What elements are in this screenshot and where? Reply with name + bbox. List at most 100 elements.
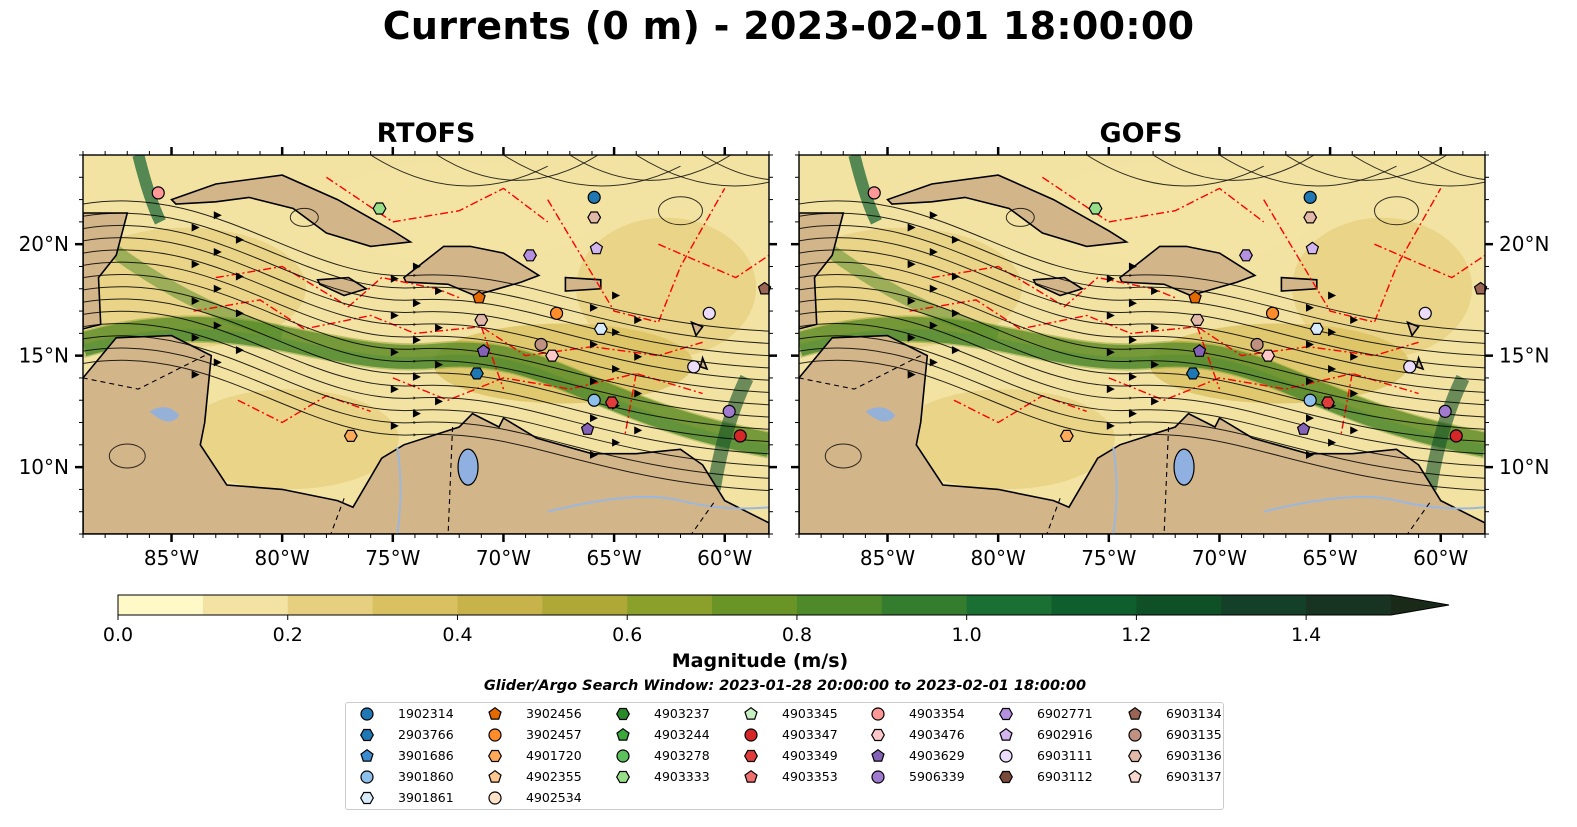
colorbar-tick-label: 1.2 bbox=[1121, 624, 1151, 646]
legend-marker bbox=[360, 728, 374, 742]
colorbar-bin bbox=[287, 595, 374, 615]
lon-tick-label: 85°W bbox=[860, 546, 915, 570]
legend-marker bbox=[871, 770, 885, 784]
colorbar-tick-label: 0.0 bbox=[103, 624, 133, 646]
land-hispaniola bbox=[402, 245, 541, 297]
legend-marker bbox=[488, 706, 502, 720]
legend-label: 4903349 bbox=[782, 748, 838, 763]
colorbar-bin bbox=[796, 595, 883, 615]
legend-label: 4902355 bbox=[526, 769, 582, 784]
river-orinoco bbox=[1263, 495, 1485, 513]
colorbar-tick-label: 0.2 bbox=[273, 624, 303, 646]
legend-label: 4903629 bbox=[909, 748, 965, 763]
legend-label: 3901686 bbox=[398, 748, 454, 763]
current-streamlines bbox=[83, 155, 769, 492]
float-marker-4903349 bbox=[604, 396, 619, 409]
legend-label: 4901720 bbox=[526, 748, 582, 763]
eez-boundary bbox=[193, 299, 703, 357]
legend-item: 6903111 bbox=[997, 746, 1122, 766]
legend-marker bbox=[1128, 706, 1142, 720]
lake-nicaragua bbox=[149, 407, 180, 422]
float-marker-6903135 bbox=[1250, 337, 1264, 352]
lon-tick-label: 75°W bbox=[365, 546, 420, 570]
legend-marker-icon bbox=[871, 728, 885, 742]
colorbar-bin bbox=[1051, 595, 1137, 615]
land-hispaniola bbox=[1118, 245, 1257, 297]
panel-title-rtofs: RTOFS bbox=[376, 118, 476, 149]
legend-label: 6903136 bbox=[1166, 748, 1222, 763]
float-marker-2903766 bbox=[1185, 367, 1200, 380]
colorbar-extend-arrow bbox=[1391, 595, 1449, 615]
float-marker-6903136 bbox=[1190, 313, 1205, 326]
float-marker-4903333 bbox=[372, 202, 387, 215]
legend-item: 6903112 bbox=[997, 767, 1122, 787]
river-magdalena bbox=[396, 446, 402, 534]
legend-marker bbox=[488, 728, 502, 742]
float-marker-4903629 bbox=[1296, 422, 1311, 435]
figure-title: Currents (0 m) - 2023-02-01 18:00:00 bbox=[382, 4, 1195, 48]
float-marker-5906339 bbox=[1438, 404, 1452, 418]
legend-item: 2903766 bbox=[358, 725, 483, 745]
legend-marker-icon bbox=[360, 707, 374, 721]
colorbar-bin bbox=[202, 595, 289, 615]
eez-boundary bbox=[953, 395, 1087, 424]
float-marker-3902457 bbox=[1265, 306, 1280, 320]
colorbar-tick-label: 0.4 bbox=[442, 624, 472, 646]
legend-marker-icon bbox=[616, 727, 630, 741]
colorbar-label: Magnitude (m/s) bbox=[671, 650, 849, 672]
legend-item: 3902457 bbox=[486, 725, 611, 745]
legend-label: 4903333 bbox=[654, 769, 710, 784]
legend-label: 6903112 bbox=[1037, 769, 1093, 784]
country-border bbox=[83, 355, 205, 390]
colorbar-tick-label: 1.0 bbox=[952, 624, 982, 646]
eez-boundary bbox=[392, 372, 703, 401]
lon-tick-label: 65°W bbox=[1302, 546, 1357, 570]
legend-item: 3901686 bbox=[358, 746, 483, 766]
legend-item: 6903136 bbox=[1126, 746, 1251, 766]
legend-marker bbox=[1128, 728, 1142, 742]
float-marker-6902771 bbox=[1239, 249, 1253, 262]
float-marker-3902456 bbox=[1188, 290, 1202, 304]
float-marker-2903766 bbox=[469, 367, 484, 380]
float-marker-5906339 bbox=[722, 404, 736, 418]
map-frame bbox=[798, 154, 1486, 535]
legend-item: 4903347 bbox=[742, 725, 867, 745]
legend-label: 4903353 bbox=[782, 769, 838, 784]
eez-boundary bbox=[547, 188, 726, 324]
float-markers bbox=[867, 186, 1488, 443]
eez-boundary bbox=[480, 326, 505, 390]
float-marker-6903136 bbox=[1303, 211, 1318, 224]
float-marker-6903135 bbox=[534, 337, 548, 352]
legend-marker bbox=[488, 791, 502, 805]
lake-maracaibo bbox=[457, 448, 479, 486]
legend-label: 2903766 bbox=[398, 727, 454, 742]
legend-item: 6902916 bbox=[997, 725, 1122, 745]
legend-marker-icon bbox=[1128, 769, 1142, 783]
legend-marker bbox=[488, 769, 502, 783]
legend-label: 4902534 bbox=[526, 790, 582, 805]
legend-marker-icon bbox=[999, 727, 1013, 741]
legend-item: 3901860 bbox=[358, 767, 483, 787]
legend-marker-icon bbox=[488, 791, 502, 805]
float-marker-4903476 bbox=[545, 349, 560, 362]
eez-boundary bbox=[931, 265, 1176, 308]
eez-boundary bbox=[909, 299, 1419, 357]
float-legend: 1902314 2903766 3901686 3901860 3901861 39024… bbox=[345, 702, 1224, 810]
colorbar-tick-label: 1.4 bbox=[1291, 624, 1321, 646]
eez-boundary bbox=[1340, 373, 1353, 434]
legend-label: 3901860 bbox=[398, 769, 454, 784]
legend-marker bbox=[360, 791, 374, 805]
legend-marker bbox=[1128, 769, 1142, 783]
eez-boundary bbox=[237, 395, 371, 424]
eez-boundary bbox=[215, 265, 460, 308]
legend-marker-icon bbox=[616, 707, 630, 721]
country-border bbox=[330, 498, 345, 534]
float-marker-6903136 bbox=[474, 313, 489, 326]
river-orinoco bbox=[547, 495, 769, 513]
panel-title-gofs: GOFS bbox=[1099, 118, 1183, 149]
lon-tick-label: 60°W bbox=[1413, 546, 1468, 570]
legend-marker bbox=[871, 748, 885, 762]
float-marker-6903111 bbox=[1403, 360, 1417, 374]
legend-label: 4903347 bbox=[782, 727, 838, 742]
country-border bbox=[1046, 498, 1061, 534]
